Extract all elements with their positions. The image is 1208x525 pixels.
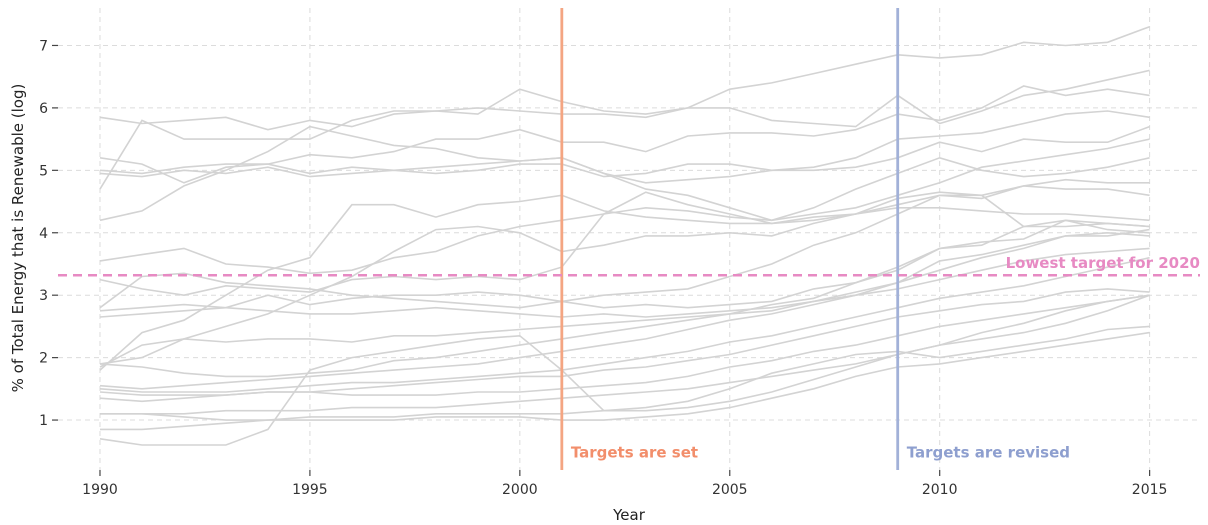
series-line-18	[99, 294, 1150, 403]
y-tick-label-2: 3	[39, 288, 48, 304]
x-tick-label-3: 2005	[712, 482, 748, 498]
series-line-11	[99, 191, 1150, 365]
series-line-19	[100, 294, 1150, 415]
x-axis-label: Year	[612, 506, 646, 524]
series-line-12	[99, 219, 1150, 368]
series-line-14	[99, 231, 1150, 378]
series-line-10	[99, 222, 1150, 318]
series-line-2	[99, 85, 1150, 184]
y-tick-label-3: 4	[39, 226, 48, 242]
x-tick-label-0: 1990	[82, 482, 118, 498]
series-line-22	[100, 331, 1150, 421]
y-tick-label-0: 1	[39, 413, 48, 429]
series-line-5	[99, 125, 1150, 222]
x-tick-label-2: 2000	[502, 482, 538, 498]
reference-label-1: Targets are revised	[907, 443, 1070, 461]
series-line-7	[99, 178, 1150, 297]
grid	[58, 8, 1200, 470]
series-line-13	[99, 228, 1150, 318]
reference-label-2: Lowest target for 2020	[1006, 254, 1200, 272]
y-tick-label-6: 7	[39, 38, 48, 54]
x-tick-labels: 1990 1995 2000 2005 2010 2015	[82, 470, 1167, 498]
series-line-8	[99, 185, 1150, 309]
x-tick-label-1: 1995	[292, 482, 328, 498]
series-line-9	[99, 194, 1150, 371]
y-tick-label-4: 5	[39, 163, 48, 179]
series-line-1	[99, 69, 1150, 190]
reference-lines: Targets are set Targets are revised Lowest…	[58, 8, 1200, 470]
x-tick-label-5: 2015	[1132, 482, 1168, 498]
series-lines	[99, 25, 1150, 446]
series-line-3	[99, 110, 1150, 178]
series-line-16	[99, 256, 1150, 393]
series-line-4	[99, 125, 1150, 184]
x-tick-label-4: 2010	[922, 482, 958, 498]
y-tick-label-5: 6	[39, 101, 48, 117]
series-line-15	[99, 247, 1150, 390]
y-axis-label: % of Total Energy that is Renewable (log…	[9, 84, 27, 393]
reference-label-0: Targets are set	[571, 443, 698, 461]
y-tick-labels: 1 2 3 4 5 6 7	[39, 38, 58, 429]
series-line-0	[99, 25, 1150, 131]
y-tick-label-1: 2	[39, 351, 48, 367]
